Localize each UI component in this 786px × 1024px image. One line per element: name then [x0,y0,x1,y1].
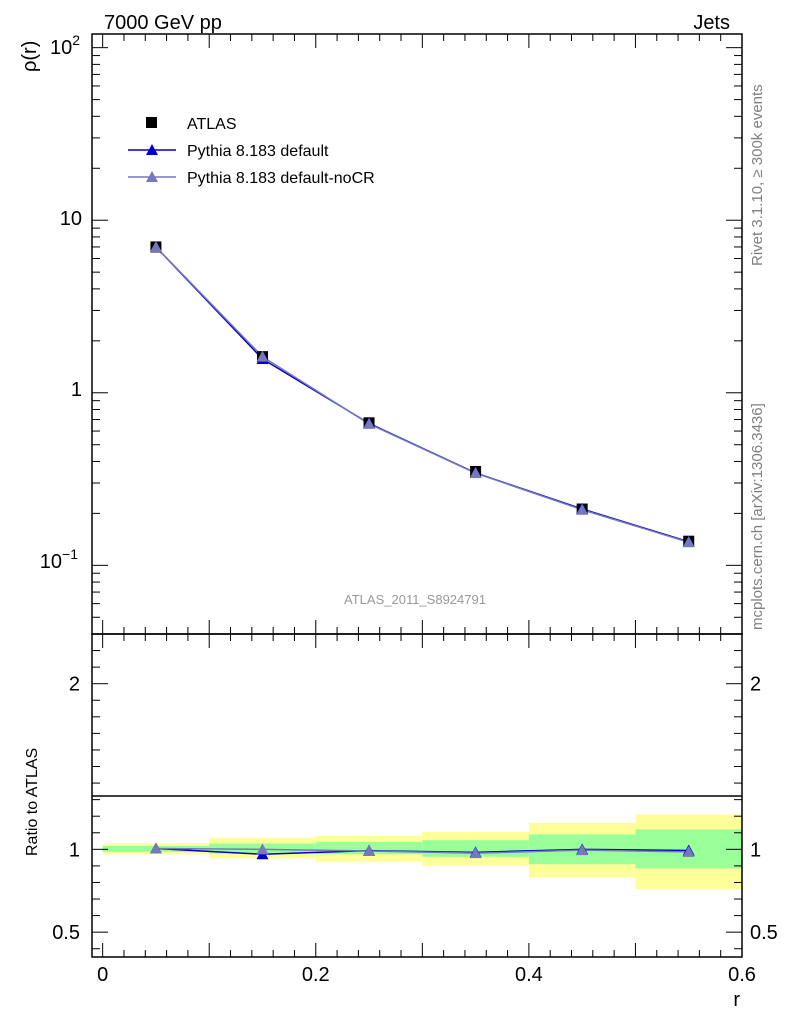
ratio-ytick-label-right: 2 [750,674,761,696]
ratio-ylabel: Ratio to ATLAS [24,748,41,856]
header-right-title: Jets [693,12,730,34]
legend-default-marker [146,144,158,155]
xtick-label: 0.2 [302,964,330,986]
nocr-data-point [149,240,162,252]
ytick-100-exp: 2 [72,32,80,48]
main-tick-marks [92,34,743,635]
ratio-tick-marks [92,633,743,957]
legend-nocr-marker [146,171,158,182]
ytick-label-1: 1 [71,379,82,401]
ytick-100-base: 10 [50,37,72,59]
ratio-nocr-point [256,843,269,855]
ratio-ytick-label-left: 1 [69,839,80,861]
nocr-data-point [682,536,695,548]
ytick-label-0.1: 10−1 [40,546,78,573]
nocr-data-point [576,503,589,515]
xtick-label: 0.4 [515,964,543,986]
rivet-version-label: Rivet 3.1.10, ≥ 300k events [749,84,766,266]
nocr-data-point [363,417,376,429]
legend-atlas-label: ATLAS [187,116,237,133]
ratio-nocr-point [149,842,162,854]
xtick-label: 0.6 [728,964,756,986]
ratio-panel: 0.5 0.5 1 1 2 2 0 0.2 0.4 0.6 Ratio to ATLAS r [24,633,778,1011]
ratio-nocr-point [576,844,589,856]
legend: ATLAS Pythia 8.183 default Pythia 8.183 … [128,116,375,187]
legend-default-label: Pythia 8.183 default [187,143,329,160]
ratio-nocr-point [682,845,695,857]
header-left-title: 7000 GeV pp [104,12,222,34]
xtick-label: 0 [97,964,108,986]
main-series-line-default [155,246,689,543]
xaxis-label: r [733,989,740,1011]
analysis-watermark: ATLAS_2011_S8924791 [344,592,486,607]
ytick-01-base: 10 [40,551,62,573]
ratio-ytick-label-left: 2 [69,674,80,696]
legend-nocr-label: Pythia 8.183 default-noCR [187,170,375,187]
ratio-tick-labels: 0.5 0.5 1 1 2 2 0 0.2 0.4 0.6 [52,674,778,986]
ratio-frame [91,633,743,958]
main-series-line-nocr [155,246,689,544]
ytick-01-exp: −1 [62,546,78,562]
ratio-data-layer [149,842,695,860]
ratio-ytick-label-left: 0.5 [52,922,80,944]
ratio-ytick-label-right: 1 [750,839,761,861]
nocr-data-point [469,467,482,479]
ratio-ytick-label-right: 0.5 [750,922,778,944]
main-ylabel: ρ(r) [19,41,41,72]
ytick-label-100: 102 [50,32,80,59]
ratio-nocr-point [363,844,376,856]
ratio-series-line-nocr [155,847,689,854]
source-label: mcplots.cern.ch [arXiv:1306.3436] [749,403,766,630]
legend-atlas-marker [146,117,157,128]
ytick-label-10: 10 [60,208,82,230]
ratio-nocr-point [469,847,482,859]
nocr-data-point [256,350,269,362]
main-panel: 102 10 1 10−1 ρ(r) ATLAS_2011_S8924791 A… [19,32,743,635]
main-data-layer [149,240,695,548]
